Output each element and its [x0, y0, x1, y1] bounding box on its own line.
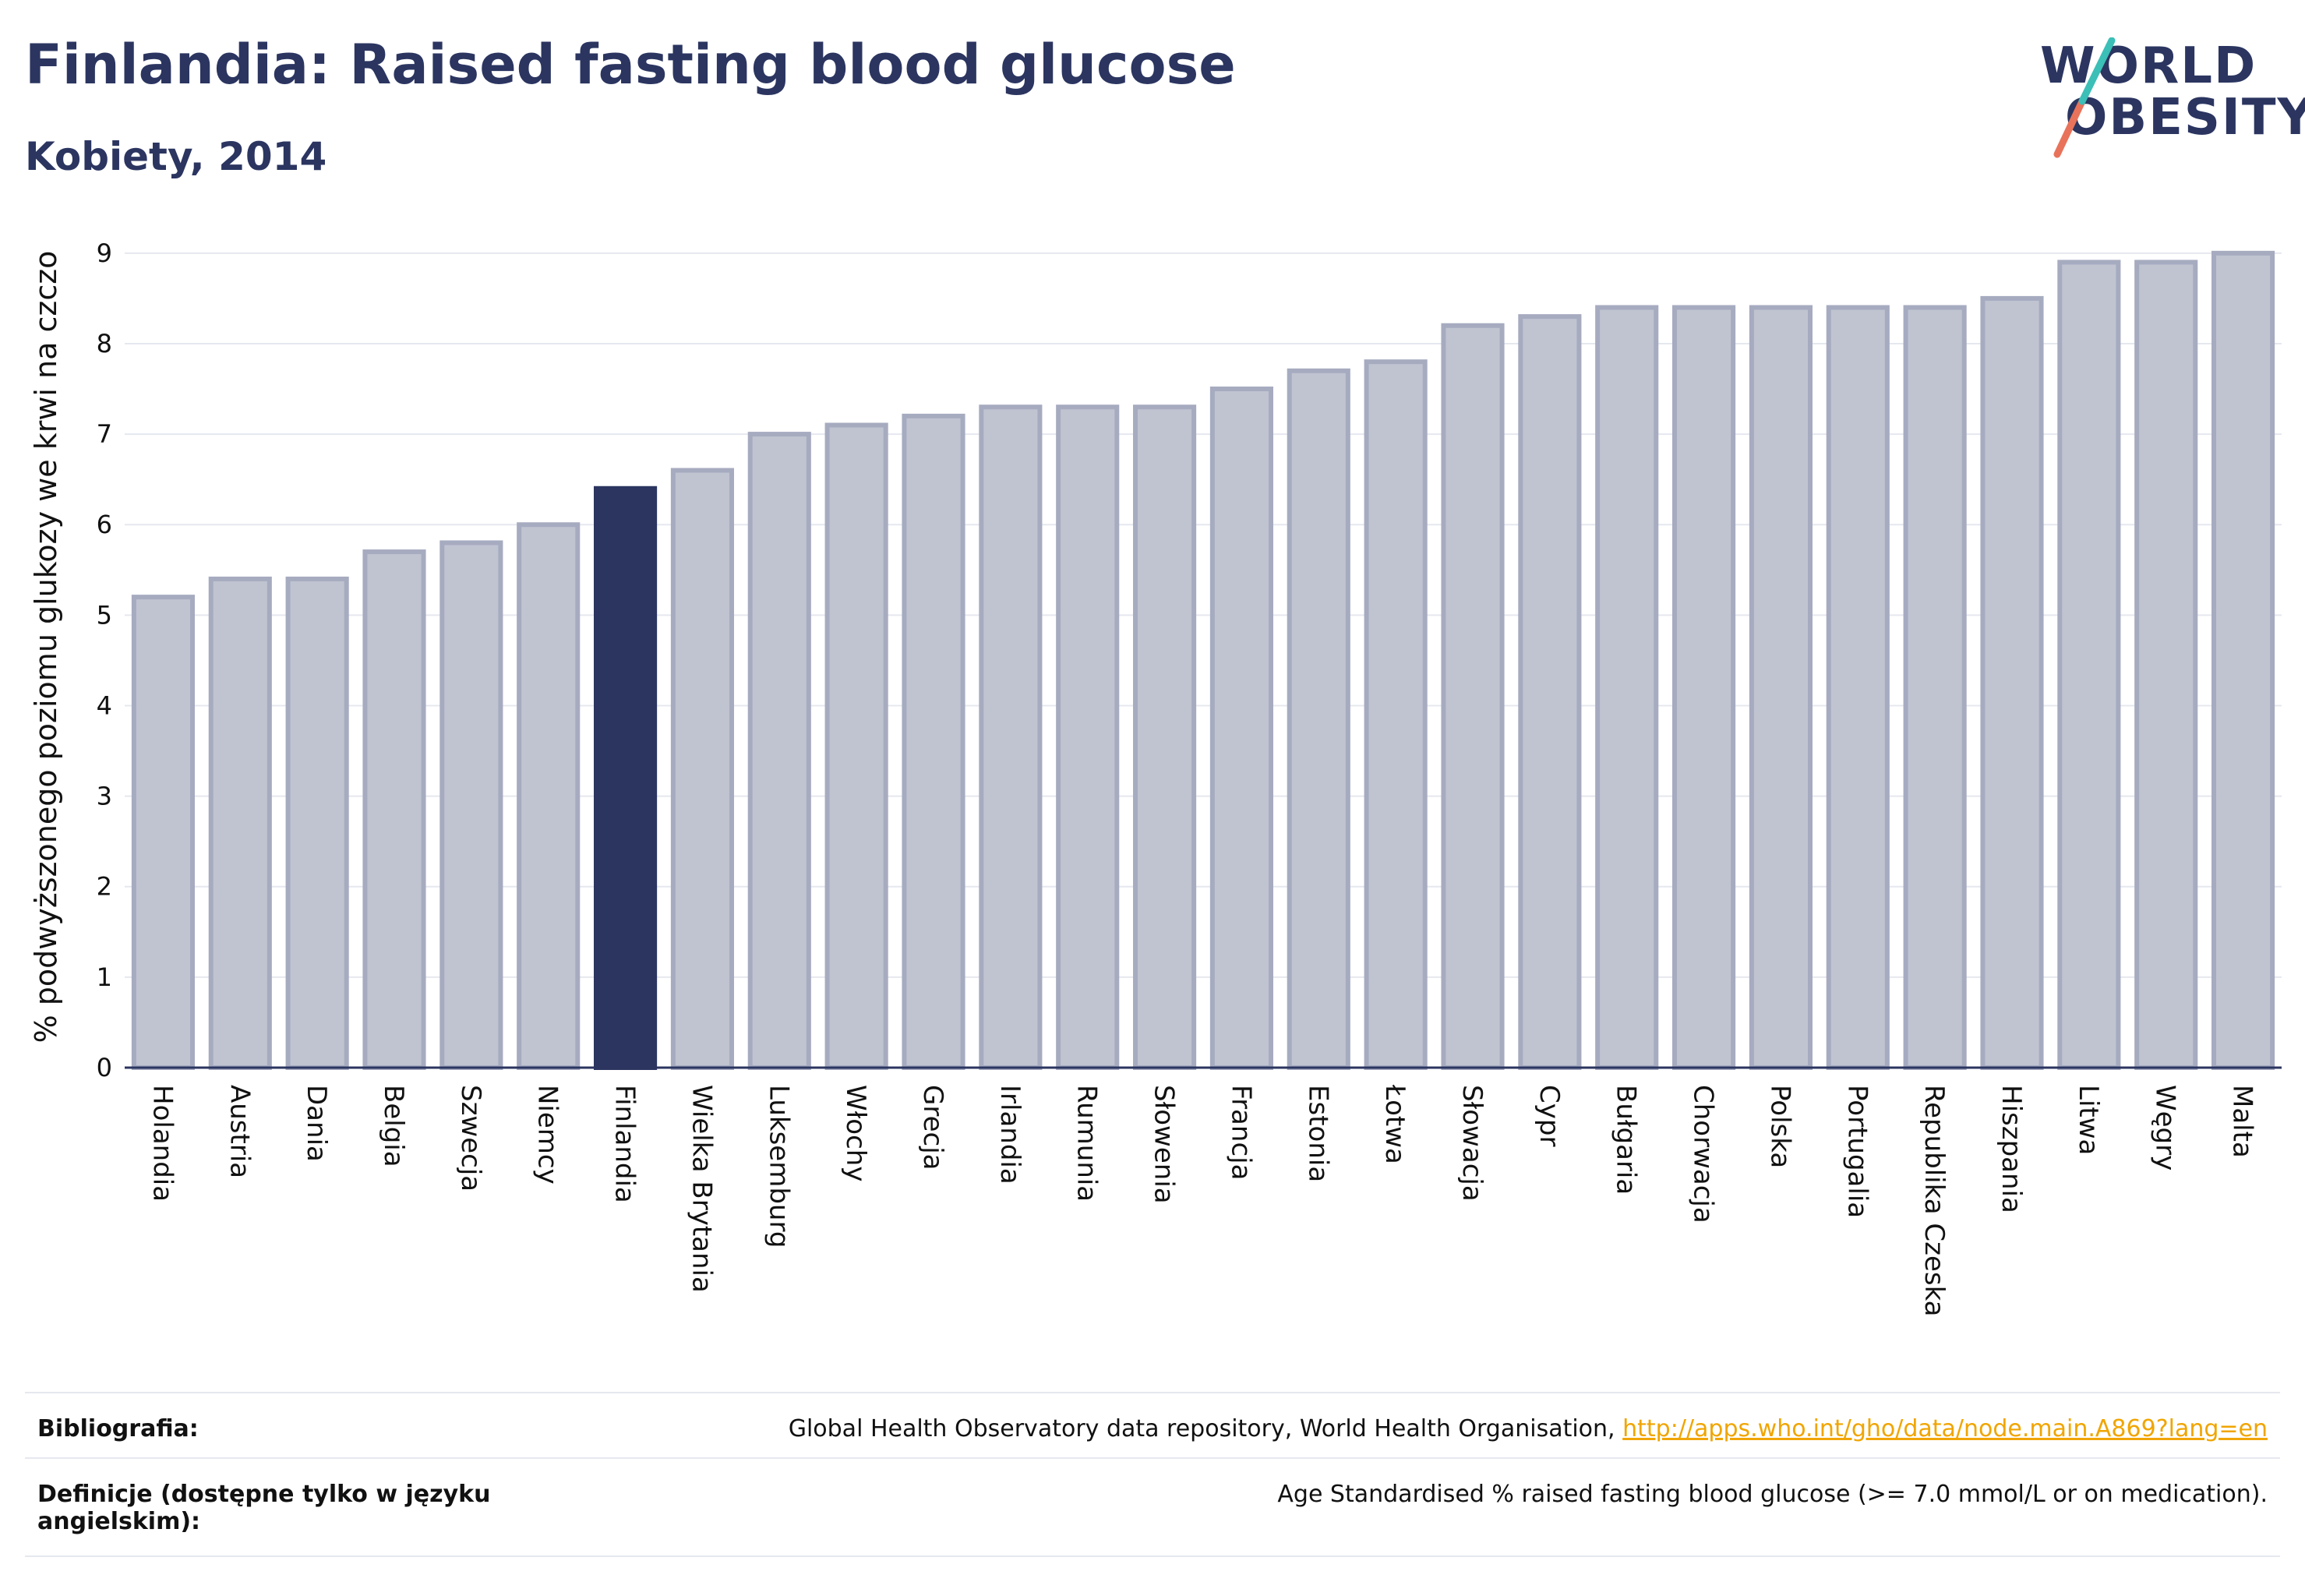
x-tick-label: Niemcy — [532, 1085, 563, 1185]
y-tick-label: 6 — [97, 510, 112, 539]
x-tick-label: Austria — [224, 1085, 255, 1178]
bar — [1441, 323, 1505, 1070]
x-tick-label: Francja — [1225, 1085, 1256, 1180]
divider — [25, 1555, 2280, 1557]
bar-highlight — [594, 486, 658, 1071]
definitions-label: Definicje (dostępne tylko w języku angie… — [37, 1481, 490, 1535]
bibliography-label: Bibliografia: — [37, 1415, 199, 1442]
bar — [2134, 260, 2198, 1070]
x-tick-label: Cypr — [1534, 1085, 1565, 1146]
x-tick-label: Republika Czeska — [1918, 1085, 1950, 1317]
bar — [1903, 305, 1967, 1071]
divider — [25, 1392, 2280, 1393]
bar — [979, 404, 1043, 1070]
x-tick-label: Hiszpania — [1996, 1085, 2027, 1213]
world-obesity-logo: WORLD OBESITY — [2034, 37, 2305, 170]
x-tick-label: Słowenia — [1149, 1085, 1180, 1204]
y-tick-label: 2 — [97, 872, 112, 902]
x-tick-label: Szwecja — [455, 1085, 486, 1192]
logo-line-2: OBESITY — [2065, 89, 2305, 147]
x-tick-label: Wielka Brytania — [686, 1085, 717, 1293]
bar — [1980, 295, 2044, 1071]
bar — [208, 576, 272, 1071]
x-tick-label: Luksemburg — [763, 1085, 794, 1248]
definitions-label-line-2: angielskim): — [37, 1508, 201, 1535]
x-tick-label: Włochy — [840, 1085, 871, 1181]
page-title: Finlandia: Raised fasting blood glucose — [25, 33, 1236, 97]
bar — [902, 413, 965, 1070]
x-tick-label: Dania — [301, 1085, 332, 1162]
definitions-label-line-1: Definicje (dostępne tylko w języku — [37, 1481, 491, 1508]
bar — [362, 549, 426, 1070]
bar — [2211, 250, 2275, 1070]
logo-line-1: WORLD — [2040, 37, 2257, 95]
x-tick-label: Malta — [2227, 1085, 2258, 1158]
bar — [1749, 305, 1813, 1071]
x-tick-label: Litwa — [2073, 1085, 2104, 1155]
bar — [285, 576, 349, 1071]
x-tick-label: Finlandia — [609, 1085, 641, 1203]
bar — [439, 540, 503, 1070]
x-tick-label: Polska — [1764, 1085, 1795, 1168]
x-tick-label: Słowacja — [1456, 1085, 1488, 1202]
bar-chart: 0 1 2 3 4 5 6 7 8 9 % podwyższonego poziomu glukoz… — [29, 238, 2282, 1317]
bar — [1518, 314, 1582, 1070]
bibliography-link[interactable]: http://apps.who.int/gho/data/node.main.A… — [1622, 1415, 2268, 1442]
bar — [824, 422, 888, 1070]
definitions-text: Age Standardised % raised fasting blood … — [1277, 1481, 2268, 1508]
bar — [1364, 359, 1428, 1070]
y-tick-label: 7 — [97, 419, 112, 449]
bar — [747, 432, 811, 1070]
bar — [131, 595, 195, 1070]
bar — [1209, 387, 1273, 1070]
y-tick-label: 8 — [97, 329, 112, 358]
bar — [517, 522, 581, 1070]
y-tick-label: 3 — [97, 782, 112, 811]
bibliography-source: Global Health Observatory data repositor… — [788, 1415, 1615, 1442]
y-tick-label: 0 — [97, 1053, 112, 1082]
divider — [25, 1457, 2280, 1459]
x-tick-label: Chorwacja — [1688, 1085, 1719, 1223]
y-axis-label: % podwyższonego poziomu glukozy we krwi … — [29, 251, 63, 1043]
logo-slash-icon — [2053, 37, 2116, 158]
bar — [1056, 404, 1120, 1070]
x-tick-label: Holandia — [146, 1085, 178, 1202]
x-tick-label: Węgry — [2150, 1085, 2181, 1171]
y-tick-label: 4 — [97, 690, 112, 720]
bar — [1287, 368, 1350, 1070]
bar — [2057, 260, 2121, 1070]
x-tick-label: Rumunia — [1071, 1085, 1103, 1202]
x-tick-label: Estonia — [1302, 1085, 1333, 1182]
bar — [670, 468, 734, 1070]
page-subtitle: Kobiety, 2014 — [25, 134, 327, 179]
bar — [1672, 305, 1736, 1071]
x-tick-label: Bułgaria — [1611, 1085, 1642, 1195]
bar — [1595, 305, 1659, 1071]
x-tick-label: Grecja — [917, 1085, 948, 1170]
y-tick-label: 1 — [97, 962, 112, 992]
bar — [1133, 404, 1197, 1070]
y-tick-label: 5 — [97, 600, 112, 630]
y-tick-label: 9 — [97, 238, 112, 268]
x-tick-label: Belgia — [378, 1085, 409, 1167]
x-tick-label: Łotwa — [1379, 1084, 1410, 1164]
x-tick-label: Irlandia — [994, 1085, 1025, 1185]
bar — [1826, 305, 1890, 1071]
x-tick-label: Portugalia — [1841, 1085, 1873, 1218]
bibliography-text: Global Health Observatory data repositor… — [789, 1415, 2268, 1442]
